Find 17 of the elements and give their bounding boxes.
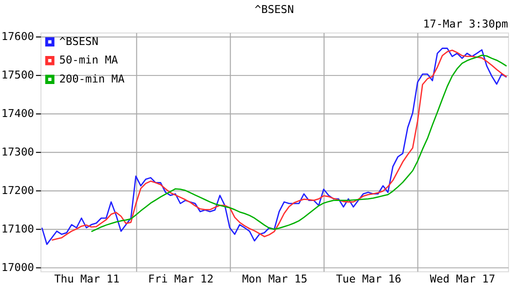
y-tick-label: 17000 xyxy=(1,260,34,274)
y-tick-label: 17500 xyxy=(1,68,34,82)
chart-title: ^BSESN xyxy=(254,2,294,16)
x-tick-label: Tue Mar 16 xyxy=(336,272,402,286)
y-tick-label: 17200 xyxy=(1,184,34,197)
x-tick-label: Thu Mar 11 xyxy=(54,272,120,286)
y-tick-label: 17100 xyxy=(1,222,34,236)
text: 17-Mar 3:30pm xyxy=(423,18,509,31)
x-tick-label: Fri Mar 12 xyxy=(148,272,214,286)
x-tick-label: Wed Mar 17 xyxy=(430,272,496,286)
y-tick-label: 17300 xyxy=(1,145,34,158)
legend-label: 50-min MA xyxy=(59,54,118,67)
y-tick-label: 17400 xyxy=(1,106,34,120)
x-tick-label: Mon Mar 15 xyxy=(242,272,308,286)
y-tick-label: 17600 xyxy=(1,30,34,43)
legend-label: 200-min MA xyxy=(59,72,125,86)
legend-label: ^BSESN xyxy=(59,34,98,48)
